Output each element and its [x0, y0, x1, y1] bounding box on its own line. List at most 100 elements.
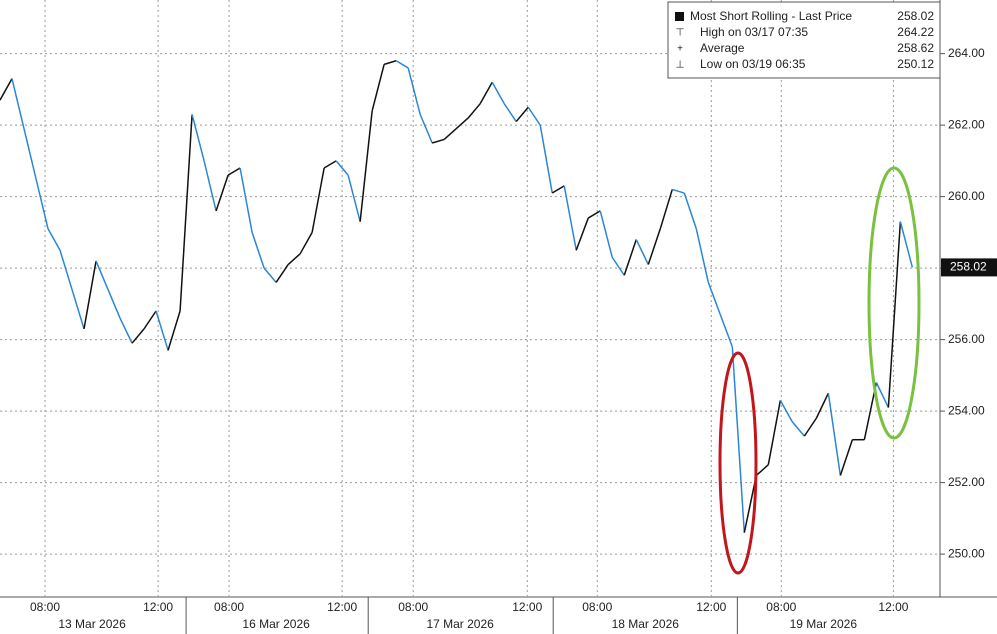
- y-tick-label: 254.00: [948, 403, 985, 417]
- price-segment: [155, 310, 169, 351]
- price-segment: [431, 138, 445, 144]
- price-segment: [35, 178, 49, 229]
- price-segment: [167, 310, 181, 351]
- x-tick-label: 08:00: [398, 600, 428, 614]
- price-segment: [275, 264, 289, 283]
- price-segment: [23, 128, 37, 179]
- x-tick-label: 08:00: [214, 600, 244, 614]
- price-segment: [611, 256, 625, 276]
- legend: Most Short Rolling - Last Price 258.02 ⊤…: [667, 1, 941, 79]
- x-tick-label: 12:00: [878, 600, 908, 614]
- price-segment: [119, 317, 133, 344]
- price-segment: [503, 103, 517, 122]
- x-tick-label: 08:00: [582, 600, 612, 614]
- price-segment: [191, 114, 205, 162]
- price-segment: [815, 392, 830, 419]
- price-segment: [263, 267, 277, 283]
- x-tick-label: 12:00: [696, 600, 726, 614]
- price-segment: [11, 78, 25, 129]
- x-tick-label: 12:00: [327, 600, 357, 614]
- price-segment: [71, 289, 85, 330]
- x-tick-label: 08:00: [30, 600, 60, 614]
- price-segment: [683, 192, 698, 230]
- price-segment: [251, 232, 265, 269]
- legend-average-label: Average: [700, 41, 745, 55]
- price-segment: [695, 228, 710, 283]
- price-segment: [83, 260, 97, 330]
- highlight-ellipse-green: [867, 166, 921, 440]
- price-segment: [839, 439, 854, 476]
- price-segment: [587, 210, 601, 219]
- price-segment: [95, 260, 109, 290]
- price-segment: [827, 393, 842, 476]
- price-segment: [203, 160, 217, 212]
- legend-low: 250.12: [897, 57, 934, 71]
- price-segment: [767, 400, 782, 465]
- legend-box: [667, 1, 941, 79]
- price-segment: [659, 189, 674, 230]
- price-segment: [887, 221, 902, 408]
- date-label: 16 Mar 2026: [242, 617, 310, 631]
- x-tick-label: 12:00: [512, 600, 542, 614]
- price-segment: [779, 400, 793, 423]
- price-segment: [467, 103, 481, 119]
- price-segment: [479, 81, 493, 105]
- price-segment: [539, 124, 553, 194]
- price-segment: [803, 417, 817, 437]
- price-segment: [143, 310, 157, 330]
- price-segment: [755, 464, 769, 477]
- price-segment: [287, 253, 301, 266]
- price-segment: [791, 421, 805, 437]
- price-segment: [899, 221, 914, 268]
- last-price-tag-box: [941, 258, 997, 277]
- price-segment: [599, 210, 613, 258]
- date-label: 17 Mar 2026: [426, 617, 494, 631]
- price-segment: [551, 185, 565, 194]
- price-segment: [323, 160, 337, 169]
- price-segment: [455, 117, 469, 130]
- price-segment: [719, 314, 734, 348]
- last-price-tag: 258.02: [950, 260, 987, 274]
- y-tick-label: 256.00: [948, 332, 985, 346]
- legend-swatch: [675, 12, 684, 21]
- y-tick-label: 260.00: [948, 189, 985, 203]
- price-segment: [707, 282, 722, 315]
- price-segment: [383, 60, 397, 66]
- price-segment: [527, 106, 541, 126]
- x-tick-label: 12:00: [143, 600, 173, 614]
- price-segment: [407, 67, 421, 115]
- price-segment: [371, 64, 385, 112]
- date-label: 19 Mar 2026: [790, 617, 858, 631]
- price-segment: [347, 174, 361, 222]
- legend-icon: ⊤: [676, 28, 685, 39]
- price-segment: [311, 167, 325, 233]
- legend-high-label: High on 03/17 07:35: [700, 25, 808, 39]
- price-segment: [575, 217, 589, 251]
- date-label: 13 Mar 2026: [58, 617, 126, 631]
- price-segment: [215, 174, 229, 212]
- y-tick-label: 252.00: [948, 475, 985, 489]
- price-segment: [875, 382, 890, 408]
- price-segment: [731, 346, 746, 533]
- y-tick-label: 250.00: [948, 546, 985, 560]
- x-tick-label: 08:00: [766, 600, 796, 614]
- price-segment: [59, 250, 73, 290]
- price-segment: [491, 81, 505, 105]
- price-segment: [563, 185, 577, 251]
- legend-average: 258.62: [897, 41, 934, 55]
- price-segment: [47, 228, 61, 251]
- legend-icon: ⊥: [676, 60, 685, 71]
- y-tick-label: 262.00: [948, 117, 985, 131]
- price-segment: [647, 228, 661, 265]
- price-segment: [131, 328, 145, 344]
- price-segment: [443, 128, 457, 140]
- price-segment: [395, 60, 409, 69]
- price-segment: [359, 110, 373, 222]
- price-segment: [515, 106, 529, 123]
- legend-icon: +: [677, 44, 683, 55]
- price-segment: [239, 167, 253, 233]
- price-segment: [635, 239, 649, 265]
